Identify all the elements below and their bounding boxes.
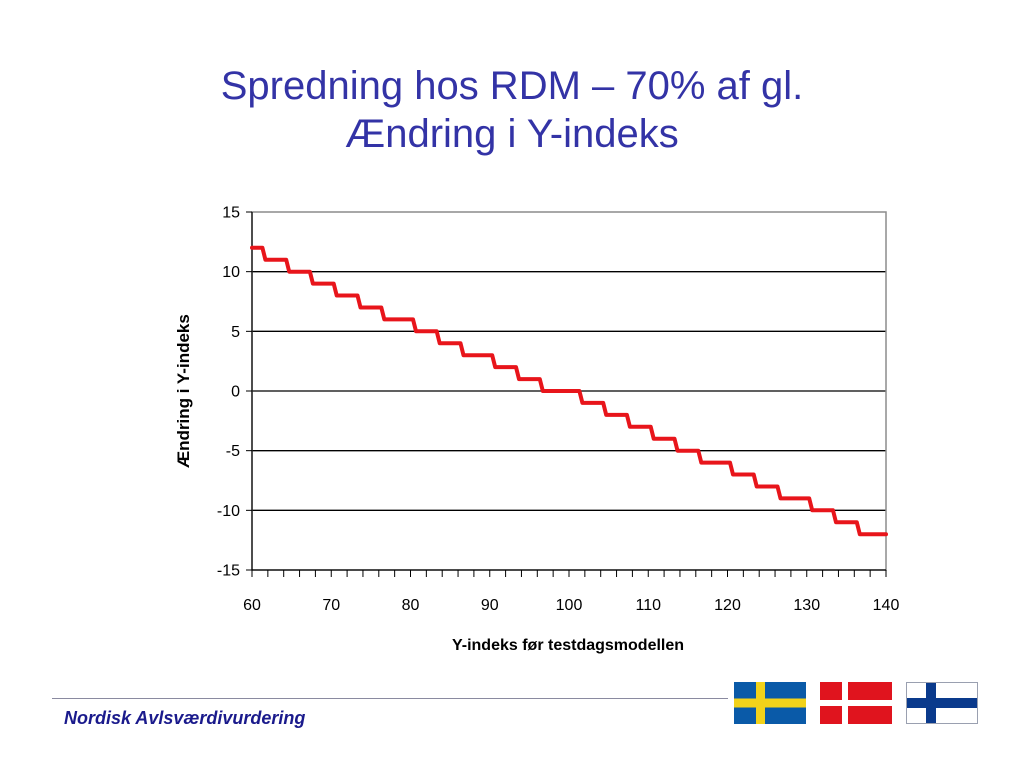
title-line-2: Ændring i Y-indeks bbox=[345, 112, 679, 156]
x-tick-label: 60 bbox=[243, 597, 261, 614]
y-tick-label: -5 bbox=[226, 443, 240, 460]
y-tick-label: -15 bbox=[217, 563, 240, 580]
x-tick-label: 70 bbox=[322, 597, 340, 614]
title-line-1: Spredning hos RDM – 70% af gl. bbox=[220, 64, 804, 108]
x-tick-label: 120 bbox=[714, 597, 741, 614]
x-tick-label: 90 bbox=[481, 597, 499, 614]
y-tick-label: -10 bbox=[217, 503, 240, 520]
y-tick-label: 10 bbox=[222, 264, 240, 281]
finland-flag-icon bbox=[906, 682, 978, 724]
footer-organization: Nordisk Avlsværdivurdering bbox=[64, 708, 306, 728]
denmark-flag-icon bbox=[820, 682, 892, 724]
x-tick-label: 110 bbox=[635, 597, 661, 614]
x-tick-label: 130 bbox=[793, 597, 820, 614]
sweden-flag-icon bbox=[734, 682, 806, 724]
x-tick-label: 140 bbox=[873, 597, 900, 614]
slide-title: Spredning hos RDM – 70% af gl. Ændring i… bbox=[112, 62, 912, 158]
x-axis-title: Y-indeks før testdagsmodellen bbox=[452, 637, 684, 654]
y-tick-label: 15 bbox=[222, 205, 240, 222]
series-line bbox=[250, 245, 888, 537]
y-axis-title: Ændring i Y-indeks bbox=[174, 314, 193, 468]
x-tick-label: 80 bbox=[402, 597, 420, 614]
y-tick-label: 5 bbox=[231, 324, 240, 341]
footer-divider bbox=[52, 698, 728, 699]
x-tick-label: 100 bbox=[556, 597, 583, 614]
y-tick-label: 0 bbox=[231, 384, 240, 401]
